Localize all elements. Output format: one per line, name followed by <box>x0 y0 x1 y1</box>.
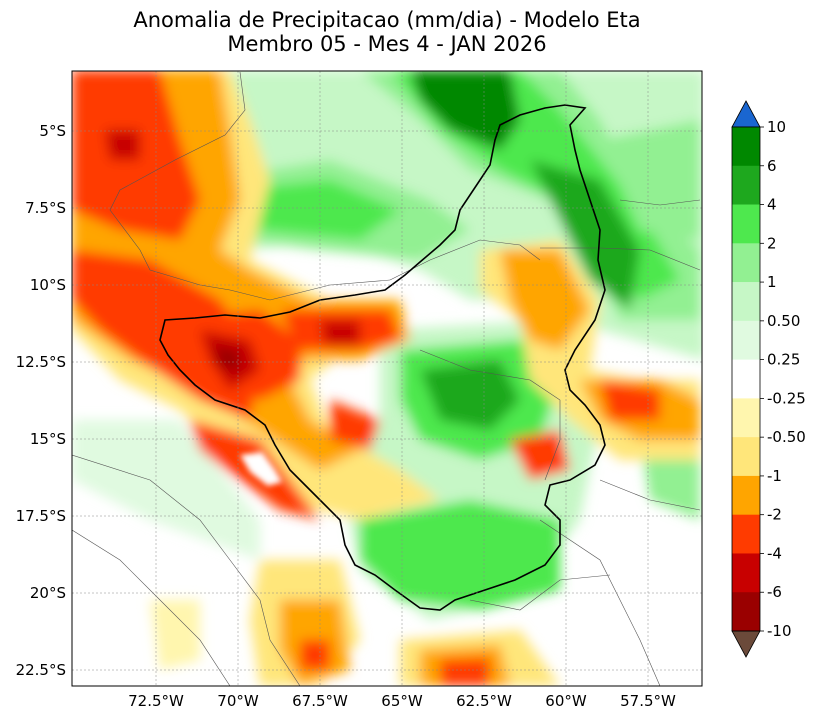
colorbar-bin <box>732 127 760 167</box>
colorbar-bin <box>732 282 760 322</box>
colorbar-label: -2 <box>767 506 782 524</box>
colorbar-label: -4 <box>767 544 782 562</box>
colorbar-frame <box>731 126 761 632</box>
lon-label: 72.5°W <box>128 692 184 710</box>
lat-label: 15°S <box>30 430 66 448</box>
colorbar-label: 4 <box>767 196 777 214</box>
longitude-labels: 72.5°W 70°W 67.5°W 65°W 62.5°W 60°W 57.5… <box>128 692 676 710</box>
colorbar-bin <box>732 553 760 593</box>
gridlines <box>72 71 702 686</box>
colorbar-bin <box>732 398 760 438</box>
colorbar-label: 0.25 <box>767 351 800 369</box>
lat-label: 22.5°S <box>16 661 66 679</box>
lat-label: 5°S <box>39 122 66 140</box>
colorbar-bin <box>732 320 760 360</box>
colorbar-bin <box>732 592 760 632</box>
lat-label: 12.5°S <box>16 353 66 371</box>
lon-label: 60°W <box>545 692 587 710</box>
colorbar-label: -6 <box>767 583 782 601</box>
colorbar-label: -10 <box>767 622 792 640</box>
colorbar-bin <box>732 475 760 515</box>
lon-label: 62.5°W <box>456 692 512 710</box>
lon-label: 65°W <box>381 692 423 710</box>
lat-label: 17.5°S <box>16 507 66 525</box>
colorbar-over-triangle <box>731 100 761 128</box>
title-line-2: Membro 05 - Mes 4 - JAN 2026 <box>227 32 547 56</box>
lat-label: 7.5°S <box>25 199 66 217</box>
colorbar-label: 0.50 <box>767 312 800 330</box>
colorbar-bin <box>732 243 760 283</box>
lon-label: 70°W <box>217 692 259 710</box>
country-borders <box>72 71 701 686</box>
colorbar-label: 6 <box>767 157 777 175</box>
map-frame <box>71 70 703 687</box>
colorbar-bin <box>732 165 760 205</box>
title-line-1: Anomalia de Precipitacao (mm/dia) - Mode… <box>133 8 641 32</box>
anomaly-field <box>72 71 702 686</box>
latitude-labels: 5°S 7.5°S 10°S 12.5°S 15°S 17.5°S 20°S 2… <box>16 122 66 679</box>
colorbar-label: -0.25 <box>767 389 806 407</box>
lon-label: 57.5°W <box>620 692 676 710</box>
colorbar-label: 1 <box>767 273 777 291</box>
colorbar: 10 6 4 2 1 0.50 0.25 -0.25 -0.50 -1 -2 -4 -6 -10 <box>731 100 806 658</box>
lat-label: 10°S <box>30 276 66 294</box>
colorbar-bin <box>732 437 760 477</box>
colorbar-label: 2 <box>767 234 777 252</box>
colorbar-label: -0.50 <box>767 428 806 446</box>
lat-label: 20°S <box>30 584 66 602</box>
colorbar-label: -1 <box>767 467 782 485</box>
lon-label: 67.5°W <box>292 692 348 710</box>
colorbar-bin <box>732 359 760 399</box>
colorbar-label: 10 <box>767 118 786 136</box>
colorbar-bin <box>732 514 760 554</box>
colorbar-bin <box>732 204 760 244</box>
colorbar-under-triangle <box>731 630 761 658</box>
